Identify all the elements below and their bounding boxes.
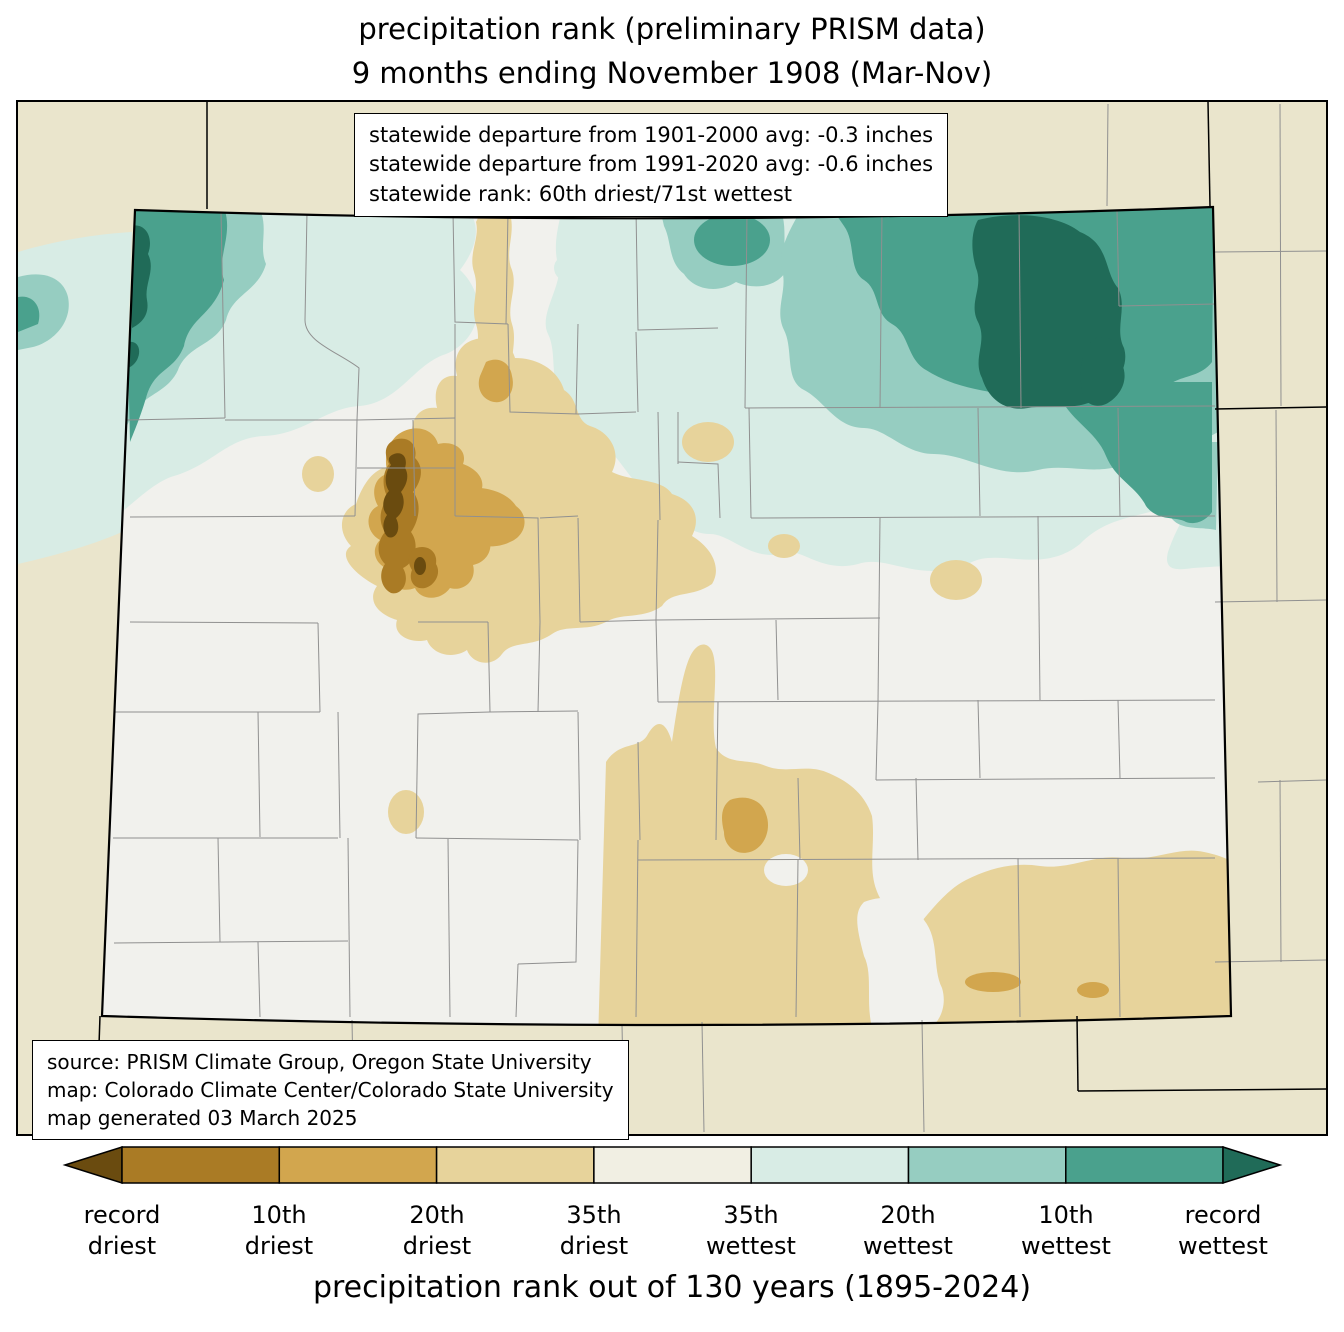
legend-label-20th-driest: 20th driest — [402, 1201, 472, 1261]
legend-arrow-record-driest — [62, 1145, 123, 1185]
color-scale-bar — [62, 1145, 1283, 1185]
county-lines — [113, 209, 1216, 1018]
title-line-2: 9 months ending November 1908 (Mar-Nov) — [351, 55, 993, 90]
legend-segment-5 — [750, 1146, 910, 1184]
legend-segment-2 — [278, 1146, 438, 1184]
legend-label-35th-driest: 35th driest — [559, 1201, 629, 1261]
legend-label-10th-driest: 10th driest — [244, 1201, 314, 1261]
source-box: source: PRISM Climate Group, Oregon Stat… — [32, 1040, 629, 1140]
legend-label-10th-wettest: 10th wettest — [1021, 1201, 1111, 1261]
legend-caption: precipitation rank out of 130 years (189… — [312, 1270, 1032, 1305]
legend-segment-1 — [121, 1146, 281, 1184]
legend-segment-6 — [907, 1146, 1067, 1184]
map-frame: statewide departure from 1901-2000 avg: … — [16, 100, 1328, 1140]
stats-box: statewide departure from 1901-2000 avg: … — [354, 113, 949, 218]
colorado-state-outline — [100, 205, 1233, 1027]
legend-label-record-wettest: record wettest — [1178, 1201, 1268, 1261]
map-region-dark-brown — [383, 453, 426, 575]
west-out-of-state-shading — [18, 232, 132, 564]
colorado-precip-map — [18, 102, 1326, 1134]
stats-line-1: statewide departure from 1901-2000 avg: … — [369, 123, 934, 147]
legend-segment-3 — [435, 1146, 595, 1184]
stats-line-2: statewide departure from 1991-2020 avg: … — [369, 152, 934, 177]
legend-arrow-record-wettest — [1222, 1145, 1283, 1185]
legend-label-35th-wettest: 35th wettest — [706, 1201, 796, 1261]
title-line-1: precipitation rank (preliminary PRISM da… — [358, 12, 986, 46]
source-line-2: map: Colorado Climate Center/Colorado St… — [47, 1078, 614, 1102]
legend-segment-7 — [1065, 1146, 1224, 1184]
figure-title: precipitation rank (preliminary PRISM da… — [0, 8, 1344, 95]
map-region-neutral-holes — [764, 854, 944, 1025]
source-line-3: map generated 03 March 2025 — [47, 1106, 358, 1130]
legend-label-record-driest: record driest — [83, 1201, 161, 1261]
stats-line-3: statewide rank: 60th driest/71st wettest — [369, 181, 792, 206]
legend-label-20th-wettest: 20th wettest — [863, 1201, 953, 1261]
legend-segment-4 — [593, 1146, 752, 1184]
source-line-1: source: PRISM Climate Group, Oregon Stat… — [47, 1050, 592, 1074]
